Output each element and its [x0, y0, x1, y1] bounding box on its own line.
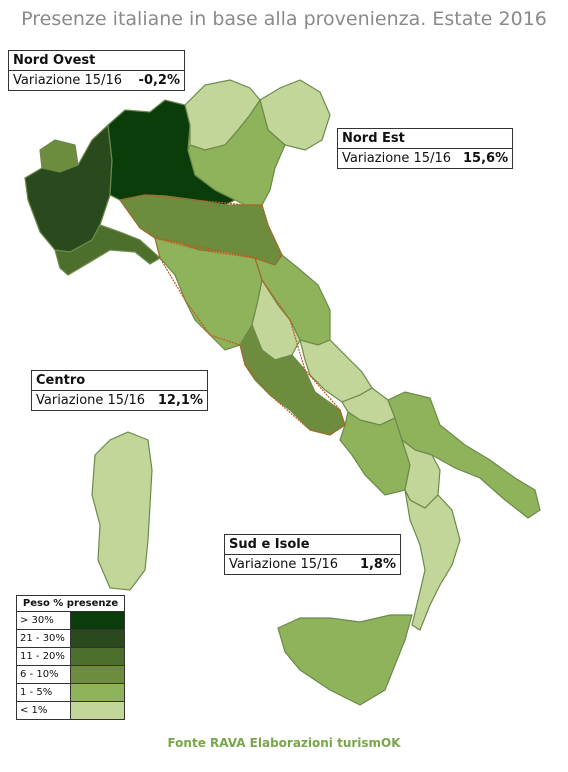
centro-border — [154, 237, 346, 436]
legend-swatch — [71, 666, 124, 683]
nord-est-border — [118, 194, 283, 266]
region-calabria[interactable] — [404, 489, 461, 631]
legend-item: 1 - 5% — [17, 684, 124, 702]
callout-nord-est: Nord Est Variazione 15/16 15,6% — [337, 128, 513, 169]
region-lazio[interactable] — [239, 323, 346, 436]
region-sicilia[interactable] — [277, 614, 413, 706]
callout-sud-isole: Sud e Isole Variazione 15/16 1,8% — [224, 534, 401, 575]
legend-title: Peso % presenze — [17, 596, 124, 612]
callout-centro: Centro Variazione 15/16 12,1% — [31, 370, 208, 411]
callout-centro-value: 12,1% — [157, 393, 203, 408]
region-veneto[interactable] — [187, 98, 286, 206]
legend-item: 21 - 30% — [17, 630, 124, 648]
legend-item-label: 21 - 30% — [17, 630, 71, 647]
region-liguria[interactable] — [54, 224, 162, 276]
callout-nord-ovest-value: -0,2% — [138, 73, 180, 88]
legend-swatch — [71, 612, 124, 629]
legend-swatch — [71, 684, 124, 701]
legend-item-label: 1 - 5% — [17, 684, 71, 701]
source-footer: Fonte RAVA Elaborazioni turismOK — [167, 736, 401, 750]
region-sardegna[interactable] — [91, 431, 153, 591]
map-title: Presenze italiane in base alla provenien… — [21, 8, 547, 30]
legend-item: 11 - 20% — [17, 648, 124, 666]
legend-item-label: < 1% — [17, 702, 71, 719]
callout-nord-est-label: Variazione 15/16 — [342, 151, 451, 166]
callout-nord-est-value: 15,6% — [463, 151, 509, 166]
callout-nord-ovest-label: Variazione 15/16 — [13, 73, 122, 88]
map-legend: Peso % presenze > 30% 21 - 30% 11 - 20% … — [16, 595, 125, 720]
callout-centro-label: Variazione 15/16 — [36, 393, 145, 408]
callout-nord-ovest: Nord Ovest Variazione 15/16 -0,2% — [8, 50, 185, 91]
callout-nord-ovest-title: Nord Ovest — [9, 51, 184, 71]
legend-swatch — [71, 702, 124, 719]
legend-item-label: 6 - 10% — [17, 666, 71, 683]
legend-item-label: > 30% — [17, 612, 71, 629]
callout-centro-title: Centro — [32, 371, 207, 391]
legend-swatch — [71, 648, 124, 665]
callout-nord-est-title: Nord Est — [338, 129, 512, 149]
legend-item: 6 - 10% — [17, 666, 124, 684]
callout-sud-isole-value: 1,8% — [359, 557, 396, 572]
legend-item-label: 11 - 20% — [17, 648, 71, 665]
legend-swatch — [71, 630, 124, 647]
callout-sud-isole-title: Sud e Isole — [225, 535, 400, 555]
legend-item: < 1% — [17, 702, 124, 719]
legend-item: > 30% — [17, 612, 124, 630]
callout-sud-isole-label: Variazione 15/16 — [229, 557, 338, 572]
